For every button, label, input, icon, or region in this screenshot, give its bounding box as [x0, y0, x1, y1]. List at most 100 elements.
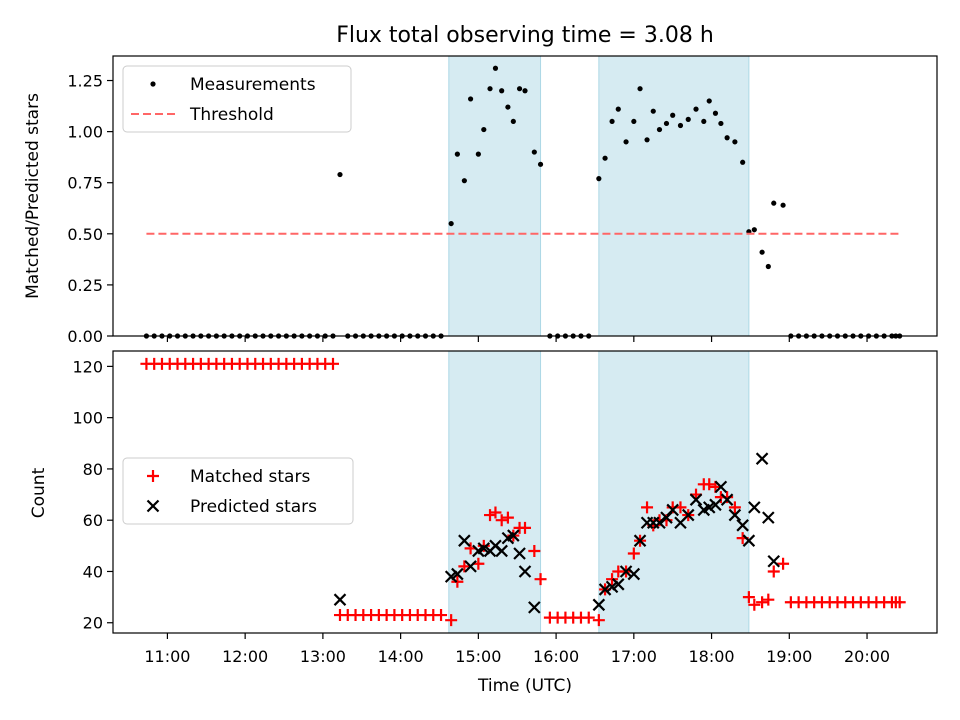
data-point: [755, 452, 769, 465]
series-1: [333, 452, 781, 614]
data-point: [765, 263, 771, 270]
data-point: [615, 106, 621, 112]
data-point: [467, 96, 474, 102]
data-point: [751, 227, 757, 233]
legend-label: Matched stars: [190, 467, 310, 487]
top-y-axis-label: Matched/Predicted stars: [23, 93, 43, 299]
data-point: [451, 567, 464, 581]
data-point: [706, 98, 712, 104]
legend-box: [122, 457, 354, 525]
x-tick-label: 13:00: [300, 647, 346, 666]
data-point: [693, 106, 699, 112]
data-point: [510, 118, 516, 125]
data-point: [728, 501, 741, 514]
y-tick-label: 1.25: [67, 72, 103, 91]
data-point: [528, 544, 541, 557]
data-point: [513, 547, 526, 560]
data-point: [633, 534, 647, 547]
data-point: [537, 161, 544, 167]
data-point: [495, 544, 508, 558]
y-tick-label: 80: [83, 460, 103, 479]
data-point: [448, 220, 454, 227]
data-point: [709, 498, 722, 512]
data-point: [505, 104, 511, 110]
data-point: [518, 565, 532, 578]
data-point: [685, 116, 691, 122]
data-point: [519, 521, 531, 534]
data-point: [740, 159, 746, 165]
data-point: [736, 519, 749, 532]
data-point: [762, 511, 775, 524]
data-point: [516, 86, 523, 92]
legend-label: Measurements: [190, 75, 316, 95]
data-point: [718, 120, 724, 127]
x-tick-label: 12:00: [222, 647, 268, 666]
x-tick-label: 11:00: [144, 647, 190, 666]
data-point: [481, 126, 487, 133]
data-point: [759, 249, 765, 255]
y-tick-label: 100: [72, 409, 103, 428]
data-point: [623, 139, 629, 145]
data-point: [656, 126, 663, 133]
data-point: [499, 88, 505, 94]
data-point: [492, 65, 499, 71]
data-point: [653, 516, 666, 530]
bottom-panel-counts: 20 40 60 80 100 120 11:00 12:00 13:00 14:00 15:00 1…: [72, 350, 938, 666]
legend: Measurements Threshold: [122, 65, 352, 133]
data-point: [475, 151, 481, 157]
legend-swatch: [146, 499, 160, 513]
legend: Matched stars Predicted stars: [122, 457, 354, 525]
data-point: [582, 611, 595, 624]
data-point: [531, 149, 537, 155]
data-point: [495, 514, 508, 527]
data-point: [507, 529, 520, 542]
data-point: [612, 578, 625, 591]
data-point: [631, 118, 637, 125]
data-point: [644, 137, 650, 143]
data-point: [326, 357, 339, 370]
data-point: [637, 86, 643, 92]
data-point: [714, 480, 728, 494]
data-point: [771, 200, 777, 206]
data-point: [893, 596, 906, 609]
data-point: [681, 508, 695, 522]
data-point: [627, 567, 641, 581]
data-point: [670, 112, 676, 118]
data-point: [767, 565, 780, 578]
data-point: [748, 501, 761, 514]
data-point: [703, 478, 716, 491]
shaded-interval: [598, 55, 750, 337]
data-point: [464, 560, 477, 573]
y-tick-label: 120: [72, 357, 103, 376]
data-point: [627, 547, 640, 560]
data-point: [650, 108, 656, 114]
data-point: [756, 596, 769, 609]
shaded-interval: [448, 55, 542, 337]
x-tick-label: 15:00: [455, 647, 501, 666]
data-point: [663, 120, 670, 127]
legend-label: Threshold: [189, 105, 274, 125]
data-point: [451, 575, 464, 588]
data-point: [435, 609, 448, 622]
y-tick-label: 0.50: [67, 225, 103, 244]
data-point: [724, 135, 730, 141]
data-point: [780, 202, 786, 208]
data-point: [720, 493, 734, 506]
data-point: [592, 614, 605, 627]
data-point: [333, 593, 347, 606]
top-panel-ratio: 0.00 0.25 0.50 0.75 1.00 1.25 Measurements Thre…: [67, 55, 938, 346]
data-point: [602, 155, 608, 161]
shaded-interval: [598, 350, 750, 634]
chart-title: Flux total observing time = 3.08 h: [336, 23, 714, 48]
data-point: [732, 139, 738, 145]
x-tick-label: 14:00: [378, 647, 424, 666]
axes-frame: [112, 350, 938, 634]
data-point: [677, 122, 684, 129]
data-point: [609, 118, 615, 125]
y-tick-label: 0.00: [67, 327, 103, 346]
data-point: [337, 171, 343, 178]
legend-swatch: [150, 81, 156, 87]
x-tick-label: 16:00: [533, 647, 579, 666]
data-point: [454, 151, 460, 157]
data-point: [748, 598, 761, 611]
